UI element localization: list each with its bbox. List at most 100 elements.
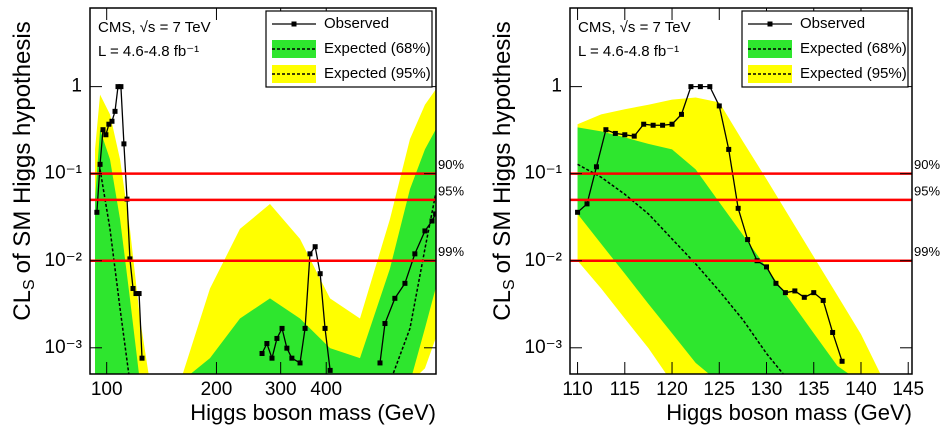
observed-point	[697, 84, 703, 90]
x-tick-label: 300	[265, 379, 297, 400]
observed-point	[100, 127, 106, 133]
observed-point	[118, 84, 124, 90]
x-tick-label: 200	[201, 379, 233, 400]
y-axis-title-main: CL	[9, 290, 36, 321]
observed-point	[307, 251, 313, 257]
observed-point	[289, 355, 295, 361]
observed-point	[820, 297, 826, 303]
x-tick-label: 130	[751, 379, 783, 400]
observed-point	[811, 290, 817, 296]
observed-point	[707, 84, 713, 90]
x-tick-label: 125	[703, 379, 735, 400]
observed-point	[792, 288, 798, 294]
plot-area	[94, 84, 436, 374]
observed-point	[716, 103, 722, 109]
observed-point	[603, 127, 609, 133]
observed-point	[297, 360, 303, 366]
observed-point	[139, 355, 145, 361]
y-tick-label: 10⁻²	[525, 250, 563, 271]
y-axis-title-sub: S	[21, 279, 38, 290]
observed-point	[782, 290, 788, 296]
observed-point	[641, 121, 647, 127]
y-tick-label: 10⁻²	[45, 250, 83, 271]
ref-label: 95%	[914, 183, 940, 198]
y-axis-title: CLSof SM Higgs hypothesis	[489, 21, 518, 320]
observed-point	[106, 121, 112, 127]
y-tick-label: 10⁻¹	[45, 163, 83, 184]
x-tick-label: 140	[845, 379, 877, 400]
observed-point	[279, 325, 285, 331]
ref-label: 95%	[438, 183, 464, 198]
plot-frame	[569, 7, 913, 375]
observed-point	[103, 132, 109, 138]
y-axis-title-rest: of SM Higgs hypothesis	[489, 21, 516, 273]
observed-point	[382, 321, 388, 327]
observed-point	[830, 329, 836, 335]
legend-label: Expected (95%)	[800, 65, 907, 82]
observed-point	[392, 295, 398, 301]
observed-point	[130, 285, 136, 291]
y-tick-label: 10⁻¹	[525, 163, 563, 184]
x-axis-title: Higgs boson mass (GeV)	[190, 400, 436, 425]
observed-point	[688, 84, 694, 90]
y-axis-title: CLSof SM Higgs hypothesis	[9, 21, 38, 320]
x-axis-title: Higgs boson mass (GeV)	[666, 400, 912, 425]
observed-point	[264, 341, 270, 347]
legend-swatch-marker	[767, 21, 773, 27]
legend-label: Expected (68%)	[800, 40, 907, 57]
observed-point	[745, 237, 751, 243]
ref-label: 90%	[914, 157, 940, 172]
observed-point	[839, 358, 845, 364]
observed-point	[773, 280, 779, 286]
ref-label: 99%	[438, 244, 464, 259]
observed-point	[133, 291, 139, 297]
observed-point	[112, 108, 118, 114]
band	[95, 89, 436, 374]
observed-point	[764, 264, 770, 270]
observed-point	[269, 355, 275, 361]
band	[577, 127, 849, 374]
observed-point	[631, 133, 637, 139]
observed-point	[97, 161, 103, 167]
annotation: CMS, √s = 7 TeV	[98, 19, 211, 36]
observed-point	[94, 209, 100, 215]
legend-swatch-marker	[291, 21, 297, 27]
legend-label: Observed	[800, 15, 865, 32]
x-tick-label: 145	[892, 379, 924, 400]
y-axis-title-rest: of SM Higgs hypothesis	[9, 21, 36, 273]
observed-point	[136, 291, 142, 297]
y-tick-label: 1	[71, 76, 82, 97]
observed-point	[584, 201, 590, 207]
observed-point	[412, 251, 418, 257]
observed-point	[650, 122, 656, 128]
observed-point	[402, 280, 408, 286]
observed-point	[726, 146, 732, 152]
observed-point	[274, 335, 280, 341]
annotation: L = 4.6-4.8 fb⁻¹	[98, 43, 199, 60]
observed-point	[422, 228, 428, 234]
observed-point	[660, 122, 666, 128]
observed-point	[575, 209, 581, 215]
observed-point	[327, 367, 333, 373]
observed-point	[622, 132, 628, 138]
observed-point	[127, 256, 133, 262]
observed-point	[284, 345, 290, 351]
y-tick-label: 1	[551, 76, 562, 97]
observed-point	[109, 118, 115, 124]
observed-point	[433, 211, 436, 217]
y-tick-label: 10⁻³	[45, 337, 83, 358]
observed-point	[312, 244, 318, 250]
expected-line	[577, 163, 785, 374]
x-tick-label: 135	[798, 379, 830, 400]
x-tick-label: 115	[610, 379, 640, 400]
plot-frame	[89, 7, 437, 375]
y-axis-title-sub: S	[501, 279, 518, 290]
y-axis-title-main: CL	[489, 290, 516, 321]
observed-point	[678, 111, 684, 117]
observed-point	[317, 271, 323, 277]
x-tick-label: 400	[310, 379, 342, 400]
legend-label: Observed	[324, 15, 389, 32]
legend-label: Expected (68%)	[324, 40, 431, 57]
observed-point	[612, 130, 618, 136]
